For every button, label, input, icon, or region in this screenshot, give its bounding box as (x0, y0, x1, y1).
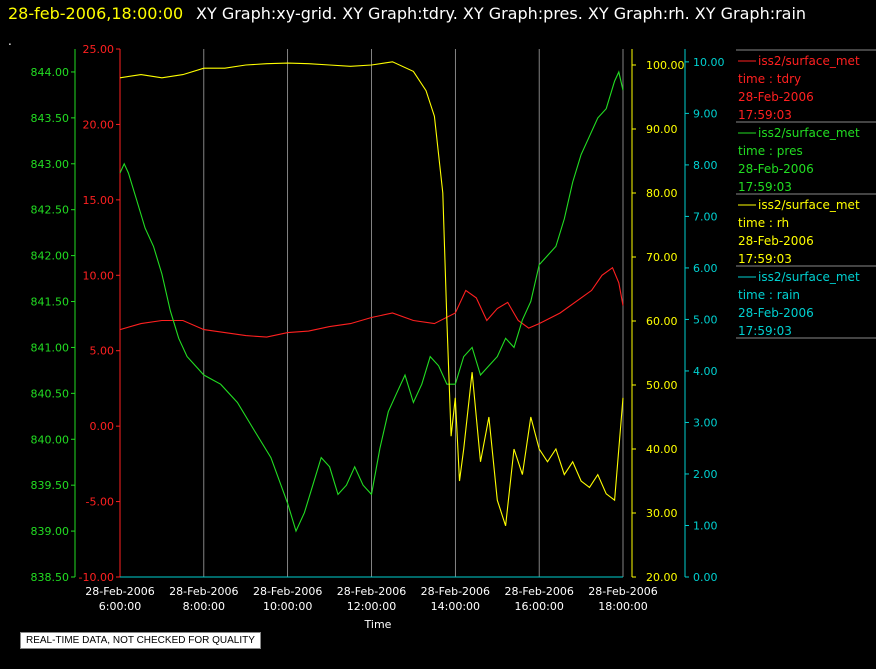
axis-rh: 20.00 30.00 40.00 50.00 60.00 70.00 80.00 90.00… (631, 49, 685, 584)
axis-tdry: -10.00 -5.00 0.00 5.00 10.00 15.00 20.00 25.00 (79, 43, 121, 584)
y-tick-label: 0.00 (90, 420, 115, 433)
legend-text-rain: 17:59:03 (738, 324, 792, 338)
y-tick-label: 5.00 (693, 313, 718, 326)
y-tick-label: -5.00 (86, 496, 114, 509)
x-tick-label-time: 16:00:00 (514, 600, 563, 613)
y-tick-label: 841.50 (31, 296, 70, 309)
legend-text-rh: iss2/surface_met (758, 198, 860, 212)
y-tick-label: 15.00 (83, 194, 115, 207)
y-tick-label: 40.00 (646, 443, 678, 456)
x-tick-label-date: 28-Feb-2006 (504, 585, 573, 598)
y-tick-label: 839.00 (31, 525, 70, 538)
legend-text-pres: 28-Feb-2006 (738, 162, 814, 176)
y-tick-label: 80.00 (646, 187, 678, 200)
x-tick-label-date: 28-Feb-2006 (421, 585, 490, 598)
y-tick-label: 842.50 (31, 204, 70, 217)
x-axis: 28-Feb-2006 6:00:00 28-Feb-2006 8:00:00 28-F… (85, 576, 658, 613)
series-line-tdry (119, 266, 624, 338)
y-tick-label: 4.00 (693, 365, 718, 378)
legend-text-tdry: 28-Feb-2006 (738, 90, 814, 104)
y-tick-label: 844.00 (31, 66, 70, 79)
series-line-rh (119, 61, 624, 526)
y-tick-label: 838.50 (31, 571, 70, 584)
y-tick-label: 5.00 (90, 345, 115, 358)
y-tick-label: 10.00 (693, 56, 725, 69)
legend-text-rh: 28-Feb-2006 (738, 234, 814, 248)
legend-text-pres: time : pres (738, 144, 803, 158)
quality-note: REAL-TIME DATA, NOT CHECKED FOR QUALITY (20, 632, 261, 649)
x-tick-label-time: 8:00:00 (183, 600, 225, 613)
y-tick-label: 90.00 (646, 123, 678, 136)
header-datetime: 28-feb-2006,18:00:00 (8, 4, 183, 23)
y-tick-label: 20.00 (646, 571, 678, 584)
y-tick-label: 30.00 (646, 507, 678, 520)
x-tick-label-date: 28-Feb-2006 (337, 585, 406, 598)
header-dot: . (8, 34, 12, 48)
y-tick-label: 840.50 (31, 387, 70, 400)
legend-text-rh: 17:59:03 (738, 252, 792, 266)
x-tick-label-date: 28-Feb-2006 (169, 585, 238, 598)
axis-rain: 0.00 1.00 2.00 3.00 4.00 5.00 6.00 7.00 8.00 9.00… (684, 49, 725, 584)
x-tick-label-date: 28-Feb-2006 (588, 585, 657, 598)
y-tick-label: 60.00 (646, 315, 678, 328)
y-tick-label: 1.00 (693, 519, 718, 532)
y-tick-label: 843.50 (31, 112, 70, 125)
legend-text-tdry: time : tdry (738, 72, 801, 86)
y-tick-label: 842.00 (31, 250, 70, 263)
y-tick-label: 841.00 (31, 341, 70, 354)
y-tick-label: 10.00 (83, 269, 115, 282)
legend-text-tdry: iss2/surface_met (758, 54, 860, 68)
y-tick-label: 70.00 (646, 251, 678, 264)
y-tick-label: 8.00 (693, 159, 718, 172)
x-tick-label-time: 6:00:00 (99, 600, 141, 613)
x-tick-label-date: 28-Feb-2006 (85, 585, 154, 598)
x-tick-label-time: 12:00:00 (347, 600, 396, 613)
y-tick-label: 100.00 (646, 59, 685, 72)
y-tick-label: 20.00 (83, 118, 115, 131)
legend-text-pres: iss2/surface_met (758, 126, 860, 140)
axis-pres: 838.50 839.00 839.50 840.00 840.50 841.00 841.… (31, 49, 76, 584)
x-tick-label-time: 18:00:00 (598, 600, 647, 613)
y-tick-label: 9.00 (693, 107, 718, 120)
legend-text-rh: time : rh (738, 216, 789, 230)
x-tick-label-time: 10:00:00 (263, 600, 312, 613)
legend-text-rain: 28-Feb-2006 (738, 306, 814, 320)
y-tick-label: -10.00 (79, 571, 114, 584)
y-tick-label: 25.00 (83, 43, 115, 56)
y-tick-label: 50.00 (646, 379, 678, 392)
legend-text-tdry: 17:59:03 (738, 108, 792, 122)
y-tick-label: 7.00 (693, 210, 718, 223)
header-graph-list: XY Graph:xy-grid. XY Graph:tdry. XY Grap… (196, 4, 806, 23)
y-tick-label: 840.00 (31, 433, 70, 446)
y-tick-label: 0.00 (693, 571, 718, 584)
legend-text-rain: iss2/surface_met (758, 270, 860, 284)
x-tick-label-time: 14:00:00 (431, 600, 480, 613)
plot-series (119, 61, 624, 578)
y-tick-label: 3.00 (693, 416, 718, 429)
legend-text-rain: time : rain (738, 288, 800, 302)
y-tick-label: 839.50 (31, 479, 70, 492)
y-tick-label: 2.00 (693, 468, 718, 481)
series-line-pres (119, 70, 624, 533)
y-tick-label: 843.00 (31, 158, 70, 171)
x-tick-label-date: 28-Feb-2006 (253, 585, 322, 598)
grid-lines (203, 49, 624, 577)
x-axis-label: Time (364, 618, 392, 631)
y-tick-label: 6.00 (693, 262, 718, 275)
legend-text-pres: 17:59:03 (738, 180, 792, 194)
